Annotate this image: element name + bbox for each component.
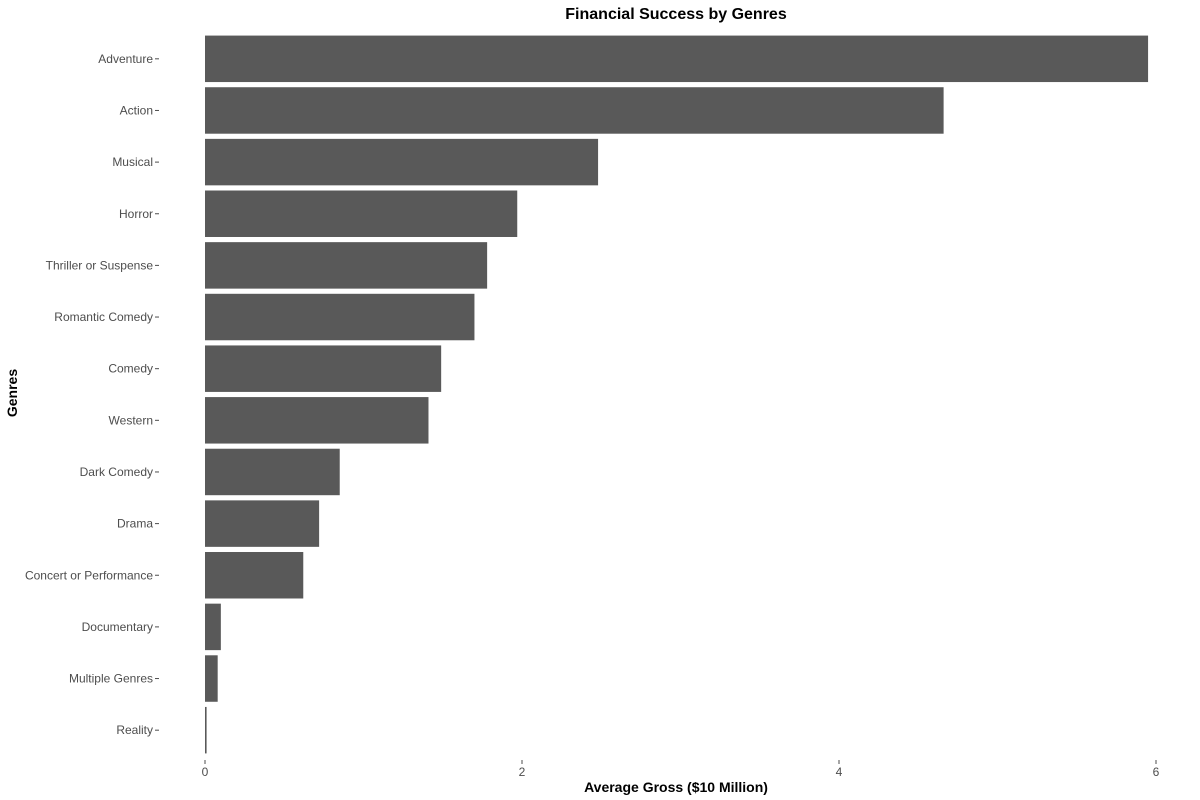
bar-multiple-genres [205, 655, 218, 702]
x-axis-title: Average Gross ($10 Million) [584, 779, 768, 795]
bar-reality [205, 706, 207, 754]
bar-comedy [205, 345, 442, 392]
y-tick-label-romantic-comedy: Romantic Comedy [54, 310, 153, 324]
bar-documentary [205, 603, 221, 651]
bar-concert-or-performance [205, 552, 304, 599]
x-tick-label-2: 2 [519, 765, 526, 779]
y-tick-label-adventure: Adventure [98, 52, 153, 66]
y-tick-label-western: Western [109, 413, 153, 427]
y-tick-label-action: Action [120, 103, 153, 117]
y-axis-title: Genres [4, 369, 20, 417]
x-tick-label-0: 0 [202, 765, 209, 779]
y-tick-label-horror: Horror [119, 207, 153, 221]
y-tick-label-documentary: Documentary [82, 620, 153, 634]
x-tick-label-4: 4 [836, 765, 843, 779]
y-tick-label-multiple-genres: Multiple Genres [69, 672, 153, 686]
x-axis: 0 2 4 6 [202, 760, 1160, 779]
bar-musical [205, 138, 599, 186]
y-tick-label-reality: Reality [116, 723, 153, 737]
y-tick-label-comedy: Comedy [108, 362, 153, 376]
bar-romantic-comedy [205, 293, 475, 341]
y-axis: Adventure Action Musical Horror Thriller or … [25, 52, 159, 737]
y-tick-label-thriller-or-suspense: Thriller or Suspense [46, 258, 154, 272]
bar-western [205, 397, 429, 444]
chart-title: Financial Success by Genres [565, 6, 787, 23]
bar-dark-comedy [205, 448, 340, 496]
bar-adventure [205, 35, 1149, 83]
y-tick-label-concert-or-performance: Concert or Performance [25, 568, 153, 582]
y-tick-label-musical: Musical [112, 155, 153, 169]
bar-action [205, 87, 944, 134]
y-tick-label-dark-comedy: Dark Comedy [80, 465, 153, 479]
bar-thriller-or-suspense [205, 242, 488, 289]
y-tick-label-drama: Drama [117, 517, 153, 531]
bar-horror [205, 190, 518, 237]
bar-drama [205, 500, 320, 547]
bars-group [205, 35, 1149, 754]
x-tick-label-6: 6 [1153, 765, 1160, 779]
